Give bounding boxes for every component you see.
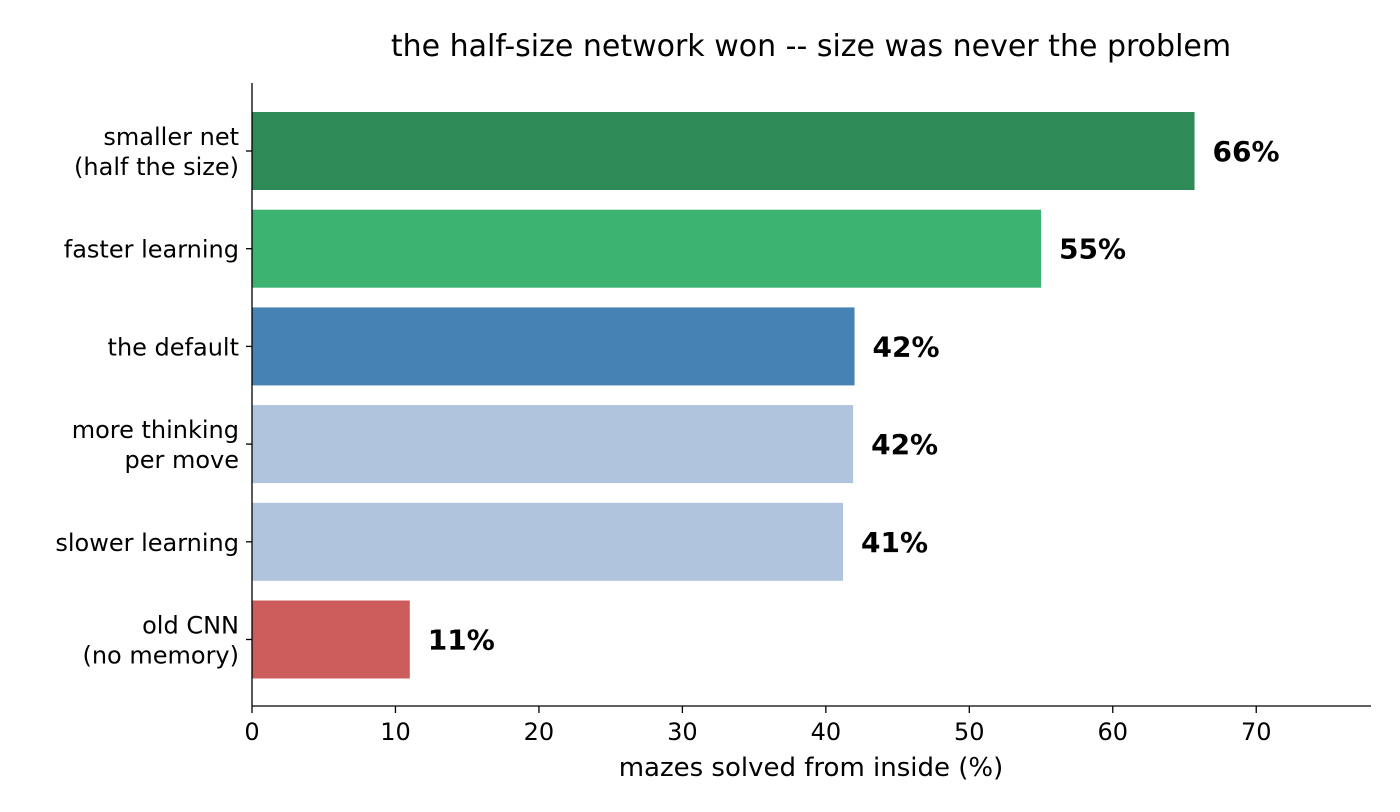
- bar: [252, 405, 854, 484]
- bar: [252, 502, 844, 581]
- category-label: per move: [124, 446, 239, 474]
- bars-layer: 66% 55% 42% 42% 41% 11%: [252, 112, 1280, 679]
- category-label: (half the size): [74, 153, 239, 181]
- bar: [252, 209, 1042, 288]
- category-label: (no memory): [82, 642, 239, 670]
- bar-value-label: 42%: [873, 330, 940, 363]
- category-label: the default: [108, 333, 239, 361]
- category-label: faster learning: [64, 236, 239, 264]
- x-tick-label: 60: [1097, 718, 1128, 746]
- bar: [252, 307, 855, 386]
- bar-value-label: 42%: [871, 428, 938, 461]
- bar-value-label: 55%: [1059, 233, 1126, 266]
- bar-value-label: 41%: [861, 526, 928, 559]
- x-tick-label: 50: [954, 718, 985, 746]
- category-label: slower learning: [55, 529, 239, 557]
- axes-layer: smaller net(half the size) faster learnin…: [55, 83, 1371, 746]
- chart-title: the half-size network won -- size was ne…: [391, 29, 1231, 64]
- x-tick-label: 20: [524, 718, 555, 746]
- bar: [252, 112, 1195, 190]
- bar: [252, 600, 410, 679]
- x-tick-label: 30: [667, 718, 698, 746]
- category-label: old CNN: [142, 612, 239, 640]
- x-tick-label: 10: [380, 718, 411, 746]
- bar-value-label: 66%: [1213, 135, 1280, 168]
- x-axis-title: mazes solved from inside (%): [619, 753, 1004, 783]
- x-tick-label: 70: [1241, 718, 1272, 746]
- bar-value-label: 11%: [428, 624, 495, 657]
- category-label: more thinking: [72, 416, 239, 444]
- x-tick-label: 40: [811, 718, 842, 746]
- category-label: smaller net: [103, 123, 239, 151]
- x-tick-label: 0: [244, 718, 259, 746]
